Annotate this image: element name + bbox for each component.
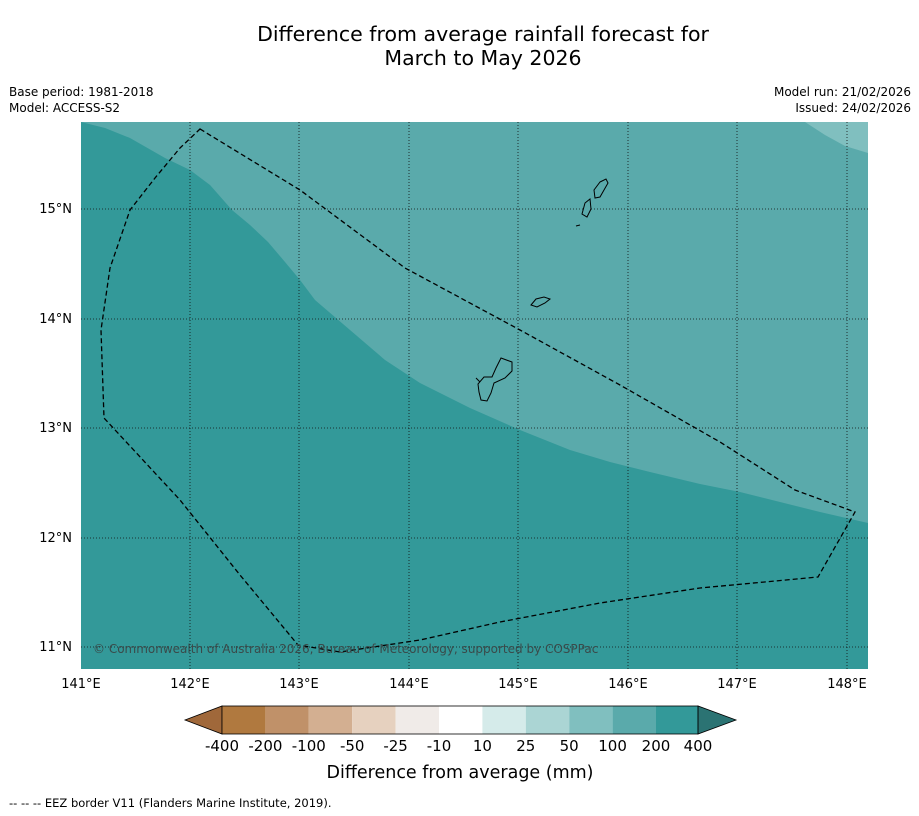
- title-line-1: Difference from average rainfall forecas…: [257, 22, 709, 46]
- issued-date: Issued: 24/02/2026: [795, 101, 911, 115]
- lon-labels: 141°E 142°E 143°E 144°E 145°E 146°E 147°…: [61, 677, 867, 692]
- colorbar-tick-11: 200: [642, 737, 671, 755]
- colorbar-seg-6: [439, 706, 483, 734]
- colorbar-seg-11: [656, 706, 698, 734]
- colorbar-tick-9: 50: [560, 737, 579, 755]
- meta-left: Base period: 1981-2018 Model: ACCESS-S2: [9, 84, 154, 116]
- gridlines: [81, 122, 868, 669]
- island-saipan: [593, 178, 609, 199]
- colorbar-low-arrow: [183, 705, 223, 735]
- colorbar-seg-8: [525, 706, 570, 734]
- colorbar-tick-12: 400: [684, 737, 713, 755]
- lon-label-141e: 141°E: [61, 677, 101, 692]
- colorbar-frame: [221, 705, 699, 735]
- colorbar-label: Difference from average (mm): [326, 763, 593, 783]
- model-run: Model run: 21/02/2026: [773, 85, 911, 99]
- lat-label-12n: 12°N: [39, 531, 72, 546]
- colorbar-seg-7: [482, 706, 526, 734]
- lon-label-143e: 143°E: [279, 677, 319, 692]
- colorbar-seg-9: [569, 706, 613, 734]
- island-rota: [530, 296, 552, 308]
- lat-label-15n: 15°N: [39, 202, 72, 217]
- meta-right: Model run: 21/02/2026 Issued: 24/02/2026: [774, 84, 911, 116]
- copyright-text: © Commonwealth of Australia 2026, Bureau…: [93, 642, 598, 656]
- model-name: Model: ACCESS-S2: [9, 101, 121, 115]
- lon-label-142e: 142°E: [170, 677, 210, 692]
- lat-label-13n: 13°N: [39, 421, 72, 436]
- colorbar-tick-6: -10: [427, 737, 452, 755]
- colorbar-seg-4: [352, 706, 396, 734]
- eez-footnote-text: EEZ border V11 (Flanders Marine Institut…: [44, 796, 332, 810]
- colorbar-tick-7: 10: [473, 737, 492, 755]
- lat-label-11n: 11°N: [39, 640, 72, 655]
- lon-label-148e: 148°E: [827, 677, 867, 692]
- lon-label-146e: 146°E: [608, 677, 648, 692]
- colorbar-ticks: -400 -200 -100 -50 -25 -10 10 25 50 100 …: [205, 737, 712, 755]
- colorbar-seg-1: [222, 706, 266, 734]
- map-title: Difference from average rainfall forecas…: [0, 22, 919, 70]
- colorbar-tick-2: -200: [248, 737, 282, 755]
- zone-100-200: [81, 122, 868, 523]
- island-tinian: [581, 198, 592, 218]
- colorbar-tick-8: 25: [516, 737, 535, 755]
- island-aguijan: [575, 224, 581, 227]
- lon-label-144e: 144°E: [389, 677, 429, 692]
- island-guam-tip: [475, 377, 481, 383]
- eez-border: [100, 128, 856, 653]
- eez-line-symbol: -- -- --: [9, 796, 42, 810]
- colorbar-high-arrow: [697, 705, 738, 735]
- eez-footnote: -- -- -- EEZ border V11 (Flanders Marine…: [9, 796, 332, 810]
- colorbar-seg-5: [395, 706, 439, 734]
- map-area: [81, 122, 868, 669]
- zone-50-100: [805, 122, 868, 153]
- lat-label-14n: 14°N: [39, 312, 72, 327]
- colorbar-seg-3: [308, 706, 353, 734]
- colorbar-tick-5: -25: [383, 737, 408, 755]
- colorbar-tick-1: -400: [205, 737, 239, 755]
- colorbar-tick-10: 100: [598, 737, 627, 755]
- base-period: Base period: 1981-2018: [9, 85, 154, 99]
- colorbar-tick-4: -50: [340, 737, 365, 755]
- island-guam: [477, 357, 513, 402]
- colorbar-seg-2: [265, 706, 309, 734]
- lon-label-145e: 145°E: [498, 677, 538, 692]
- lon-label-147e: 147°E: [717, 677, 757, 692]
- title-line-2: March to May 2026: [384, 46, 582, 70]
- lat-labels: 15°N 14°N 13°N 12°N 11°N: [39, 202, 72, 655]
- colorbar-seg-10: [612, 706, 656, 734]
- colorbar: [183, 705, 738, 735]
- colorbar-tick-3: -100: [292, 737, 326, 755]
